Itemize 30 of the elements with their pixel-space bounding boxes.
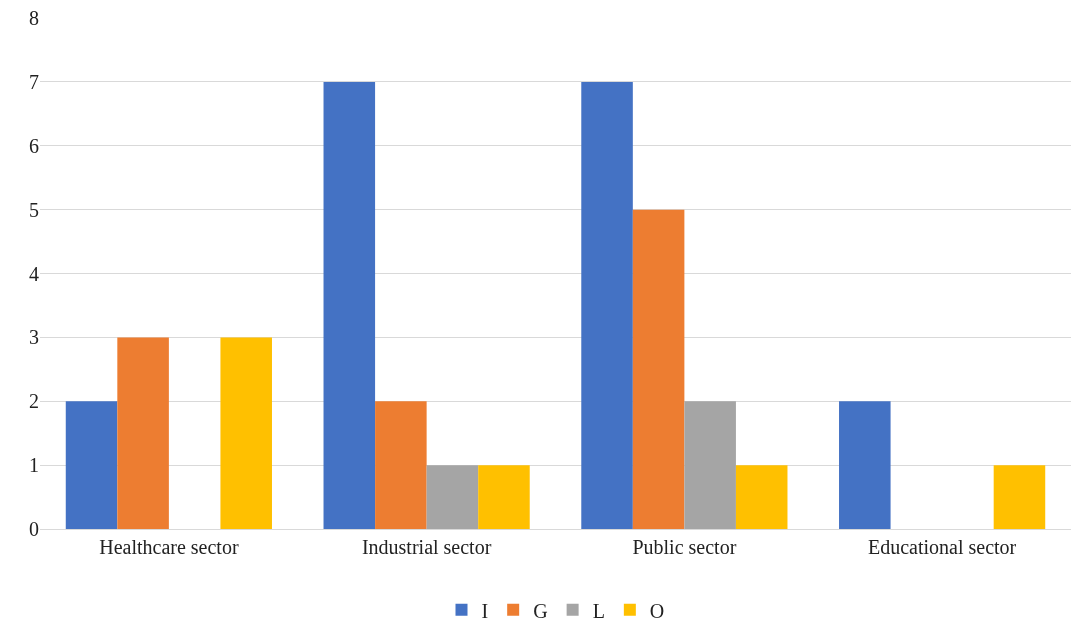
bar (735, 465, 788, 529)
y-tick-label: 4 (29, 262, 39, 285)
y-tick-label: 3 (29, 326, 39, 349)
y-tick-label: 0 (29, 518, 39, 540)
bar (581, 81, 633, 529)
y-tick-label: 1 (29, 454, 39, 477)
bar (632, 209, 685, 529)
bar (65, 401, 118, 529)
x-tick-label: Educational sector (867, 536, 1017, 558)
x-tick-label: Public sector (632, 536, 737, 558)
bar (993, 465, 1046, 529)
legend-label: I (481, 599, 489, 622)
bar (426, 465, 479, 529)
bar (375, 401, 427, 529)
x-tick-label: Healthcare sector (99, 536, 239, 558)
legend-label: O (649, 599, 665, 622)
y-tick-label: 6 (29, 134, 39, 157)
x-tick-label: Industrial sector (361, 536, 492, 558)
y-tick-label: 5 (29, 198, 39, 221)
bar (684, 401, 736, 529)
bar (220, 337, 272, 529)
y-tick-label: 7 (29, 70, 39, 93)
legend-label: L (592, 599, 605, 622)
bar (839, 401, 891, 529)
y-tick-label: 8 (29, 7, 39, 29)
legend-label: G (533, 599, 548, 622)
bar (117, 337, 169, 529)
bar (478, 465, 530, 529)
bar (323, 81, 376, 529)
y-tick-label: 2 (29, 390, 39, 413)
